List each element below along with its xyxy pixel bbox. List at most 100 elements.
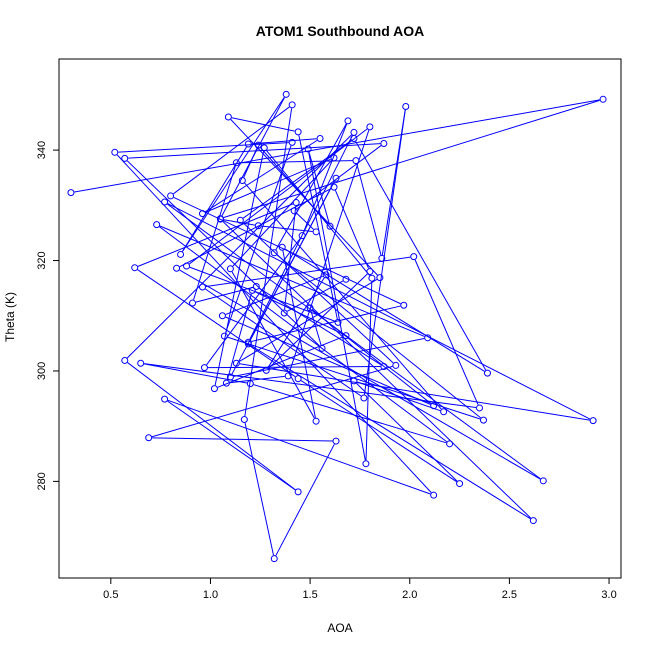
series-line-segment xyxy=(223,219,255,226)
series-line-segment xyxy=(127,362,296,491)
series-line-segment xyxy=(225,275,323,315)
y-tick-label: 320 xyxy=(36,251,48,269)
data-point xyxy=(153,221,161,229)
y-tick-label: 280 xyxy=(36,472,48,490)
data-point xyxy=(244,340,252,348)
data-point xyxy=(312,228,320,236)
series-line-segment xyxy=(261,225,313,232)
series-line-segment xyxy=(167,400,296,491)
data-point xyxy=(198,283,206,291)
data-point xyxy=(334,318,342,326)
series-line-segment xyxy=(126,134,352,359)
data-point xyxy=(539,477,547,485)
data-point xyxy=(224,113,232,121)
series-line-segment xyxy=(300,380,457,483)
data-point xyxy=(262,366,270,374)
data-point xyxy=(318,344,326,352)
data-point xyxy=(378,254,386,262)
series-line-segment xyxy=(255,291,344,335)
series-line-segment xyxy=(251,305,401,342)
series-line-segment xyxy=(253,384,447,444)
data-point xyxy=(216,215,224,223)
chart-title: ATOM1 Southbound AOA xyxy=(256,23,425,39)
series-line-segment xyxy=(287,280,344,312)
series-line-segment xyxy=(173,196,401,305)
series-line-segment xyxy=(137,203,294,267)
data-point xyxy=(298,232,306,240)
series-line-segment xyxy=(205,139,318,213)
data-point xyxy=(161,198,169,206)
series-line-segment xyxy=(275,443,335,556)
series-line-segment xyxy=(244,182,442,410)
data-point xyxy=(599,95,607,103)
data-point xyxy=(342,275,350,283)
data-point xyxy=(400,301,408,309)
x-tick-label: 0.5 xyxy=(103,589,118,601)
series-line-segment xyxy=(159,226,448,443)
series-line-segment xyxy=(152,437,333,442)
data-point xyxy=(236,216,244,224)
data-point xyxy=(246,380,254,388)
series-line-segment xyxy=(193,165,236,300)
data-point xyxy=(111,148,119,156)
series-line-segment xyxy=(251,138,317,145)
series-line-segment xyxy=(207,366,381,369)
series-line-segment xyxy=(267,277,325,368)
series-line-segment xyxy=(233,338,425,377)
data-point xyxy=(121,154,129,162)
series-line-segment xyxy=(296,212,314,230)
series-line-segment xyxy=(128,143,381,159)
series-line-segment xyxy=(223,99,600,219)
series-line-segment xyxy=(179,269,541,480)
data-point xyxy=(226,265,234,273)
data-point xyxy=(330,154,338,162)
series-line-segment xyxy=(249,135,353,340)
series-line-segment xyxy=(167,399,431,495)
series-layer xyxy=(67,90,607,563)
data-point xyxy=(306,304,314,312)
data-point xyxy=(402,102,410,110)
data-point xyxy=(240,416,248,424)
data-point xyxy=(362,460,370,468)
data-point xyxy=(198,210,206,218)
data-point xyxy=(254,222,262,230)
series-line-segment xyxy=(284,205,297,310)
data-point xyxy=(294,375,302,383)
series-line-segment xyxy=(225,145,292,334)
series-line-segment xyxy=(222,221,532,519)
data-point xyxy=(376,274,384,282)
data-point xyxy=(238,176,246,184)
series-line-segment xyxy=(414,259,479,405)
data-point xyxy=(304,145,312,153)
data-point xyxy=(430,491,438,499)
series-line-segment xyxy=(302,123,348,233)
series-line-segment xyxy=(231,117,295,132)
data-point xyxy=(67,189,75,197)
data-point xyxy=(589,417,597,425)
x-tick-label: 1.0 xyxy=(203,589,218,601)
data-point xyxy=(312,417,320,425)
x-tick-label: 2.5 xyxy=(502,589,517,601)
data-point xyxy=(248,286,256,294)
data-point xyxy=(232,159,240,167)
data-point xyxy=(456,480,464,488)
data-point xyxy=(430,402,438,410)
data-point xyxy=(294,128,302,136)
data-point xyxy=(288,101,296,109)
data-point xyxy=(326,222,334,230)
data-point xyxy=(173,264,181,272)
series-line-segment xyxy=(181,146,247,252)
data-point xyxy=(344,117,352,125)
data-point xyxy=(131,264,139,272)
data-point xyxy=(360,394,368,402)
y-tick-label: 340 xyxy=(36,141,48,159)
series-line-segment xyxy=(244,422,274,556)
series-line-segment xyxy=(205,256,411,288)
series-line-segment xyxy=(243,148,258,178)
data-point xyxy=(424,334,432,342)
data-point xyxy=(483,369,491,377)
data-point xyxy=(278,243,286,251)
series-line-segment xyxy=(225,316,431,405)
